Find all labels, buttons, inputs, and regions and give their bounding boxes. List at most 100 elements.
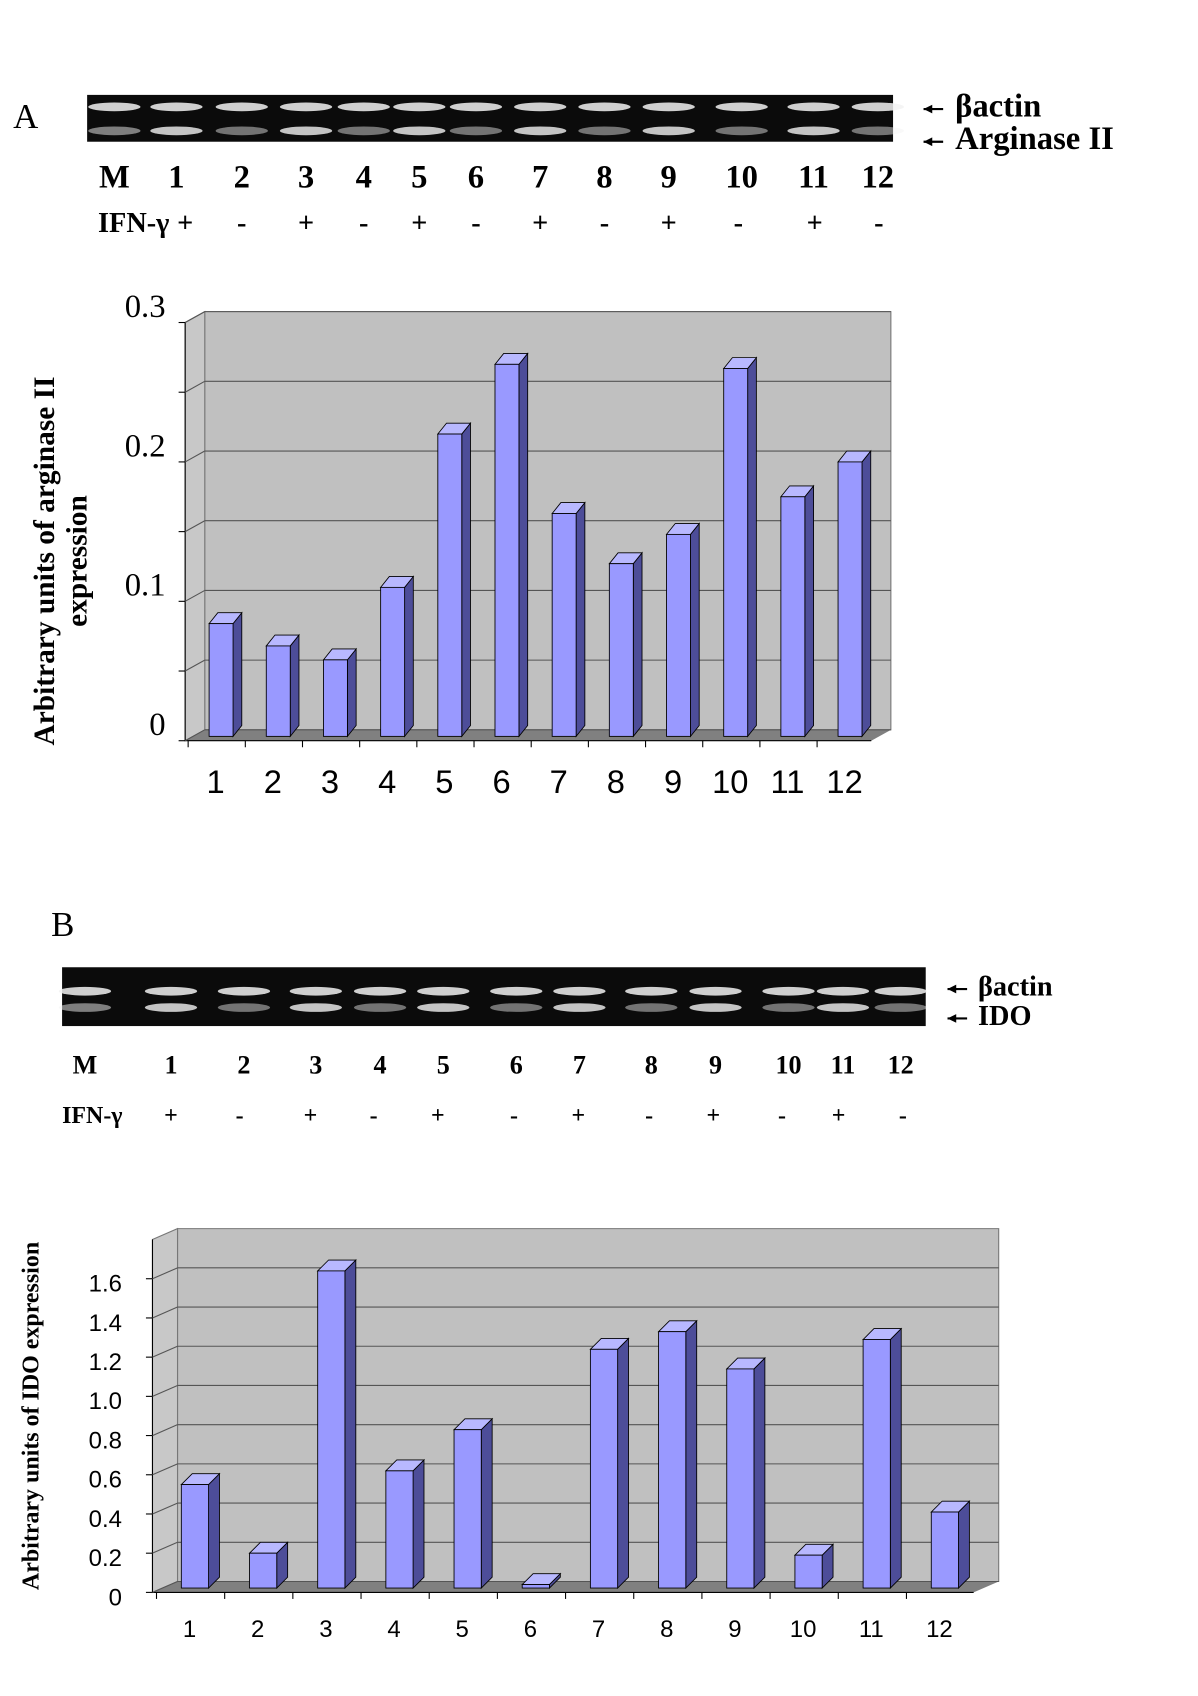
lane-label: 5: [411, 159, 427, 195]
y-tick-label: 0.2: [89, 1545, 122, 1572]
treatment-sign: +: [571, 1103, 585, 1129]
bar-front: [494, 363, 520, 737]
y-tick-label: 1.2: [89, 1349, 122, 1376]
gel-band: [449, 126, 503, 136]
bar: [608, 551, 643, 738]
bar-side: [617, 1337, 629, 1590]
treatment-sign: +: [298, 208, 314, 239]
bar-side: [690, 522, 700, 738]
gel-band: [353, 1003, 407, 1012]
bar: [793, 1543, 835, 1590]
lane-label: 6: [510, 1050, 523, 1079]
minor-grid-line: [184, 380, 206, 393]
x-tick-label: 1: [183, 1616, 196, 1643]
gel-band: [150, 126, 203, 136]
bar: [551, 501, 586, 738]
gel-band: [150, 102, 203, 112]
x-tick-label: 2: [264, 763, 282, 800]
treatment-sign: -: [734, 208, 743, 239]
bar-side: [346, 647, 357, 738]
gel-band: [279, 102, 333, 112]
gel-band: [851, 126, 904, 136]
lane-label: 9: [661, 159, 677, 195]
gel-band: [337, 102, 390, 112]
gel-band: [514, 126, 567, 136]
bar-side: [747, 356, 757, 738]
gel-band: [715, 126, 768, 136]
gel-band: [449, 102, 503, 112]
bar-front: [380, 586, 406, 737]
gel-band: [337, 126, 390, 136]
bar-side: [412, 1458, 425, 1590]
bar: [837, 449, 872, 738]
bar: [779, 484, 815, 738]
bar: [208, 611, 243, 738]
gel-band: [393, 102, 446, 112]
treatment-sign: -: [600, 208, 609, 239]
bar-front: [249, 1552, 278, 1589]
y-axis-label-line: Arbitrary units of arginase II: [29, 377, 61, 746]
bar: [379, 575, 415, 738]
lane-label: 4: [374, 1050, 387, 1079]
treatment-label: IFN-γ: [98, 208, 169, 239]
grid-line: [152, 1541, 178, 1554]
bar-side: [685, 1319, 698, 1590]
y-axis-label-line: expression: [61, 495, 93, 627]
bar: [316, 1258, 357, 1590]
x-tick-label: 9: [664, 763, 682, 800]
gel-band: [490, 986, 543, 996]
gel-band: [762, 986, 815, 996]
lane-label: 5: [437, 1050, 450, 1079]
treatment-sign: -: [874, 208, 883, 239]
y-tick-label: 0: [109, 1584, 122, 1611]
x-tick-label: 4: [387, 1616, 400, 1643]
x-tick-label: 3: [321, 763, 339, 800]
gel-band: [689, 986, 742, 996]
bar: [589, 1337, 630, 1590]
bar-front: [323, 659, 348, 737]
grid-line: [184, 589, 206, 602]
treatment-sign: -: [510, 1103, 518, 1129]
y-axis-label-line: Arbitrary units of IDO expression: [18, 1242, 44, 1590]
bar-front: [723, 368, 749, 737]
panel-label: A: [13, 97, 38, 136]
bar-front: [317, 1270, 346, 1589]
band-label: Arginase II: [955, 121, 1114, 157]
treatment-sign: +: [532, 208, 548, 239]
gel-band: [215, 102, 268, 112]
y-tick-label: 0.3: [125, 289, 166, 325]
y-tick-label: 0: [149, 707, 165, 743]
band-label: βactin: [955, 89, 1041, 125]
gel-band: [514, 102, 567, 112]
bar-side: [958, 1500, 970, 1590]
gel-band: [417, 986, 470, 996]
gel-band: [58, 986, 112, 996]
gel-band: [816, 986, 870, 996]
bar: [180, 1472, 221, 1590]
lane-label: 11: [831, 1050, 856, 1079]
gel-band: [353, 986, 407, 996]
bar-front: [551, 513, 577, 737]
band-arrowhead: [923, 104, 933, 114]
x-tick-label: 6: [524, 1616, 537, 1643]
bar-side: [208, 1472, 220, 1590]
treatment-sign: -: [237, 208, 246, 239]
y-tick-label: 0.1: [125, 568, 166, 604]
x-tick-label: 10: [790, 1616, 817, 1643]
gel-band: [217, 986, 271, 996]
treatment-sign: +: [177, 208, 193, 239]
gel-band: [642, 102, 695, 112]
gel-band: [578, 126, 631, 136]
gel-band: [144, 986, 198, 996]
bar-front: [794, 1554, 823, 1589]
bar-side: [753, 1356, 766, 1590]
lane-label: 12: [888, 1050, 914, 1079]
minor-grid-line: [184, 659, 206, 672]
lane-label: 3: [298, 159, 314, 195]
gel-band: [715, 102, 768, 112]
grid-line: [184, 729, 206, 742]
bar-side: [344, 1258, 357, 1590]
band-arrowhead: [947, 984, 957, 994]
gel-band: [289, 1003, 342, 1012]
bar-front: [208, 623, 234, 737]
